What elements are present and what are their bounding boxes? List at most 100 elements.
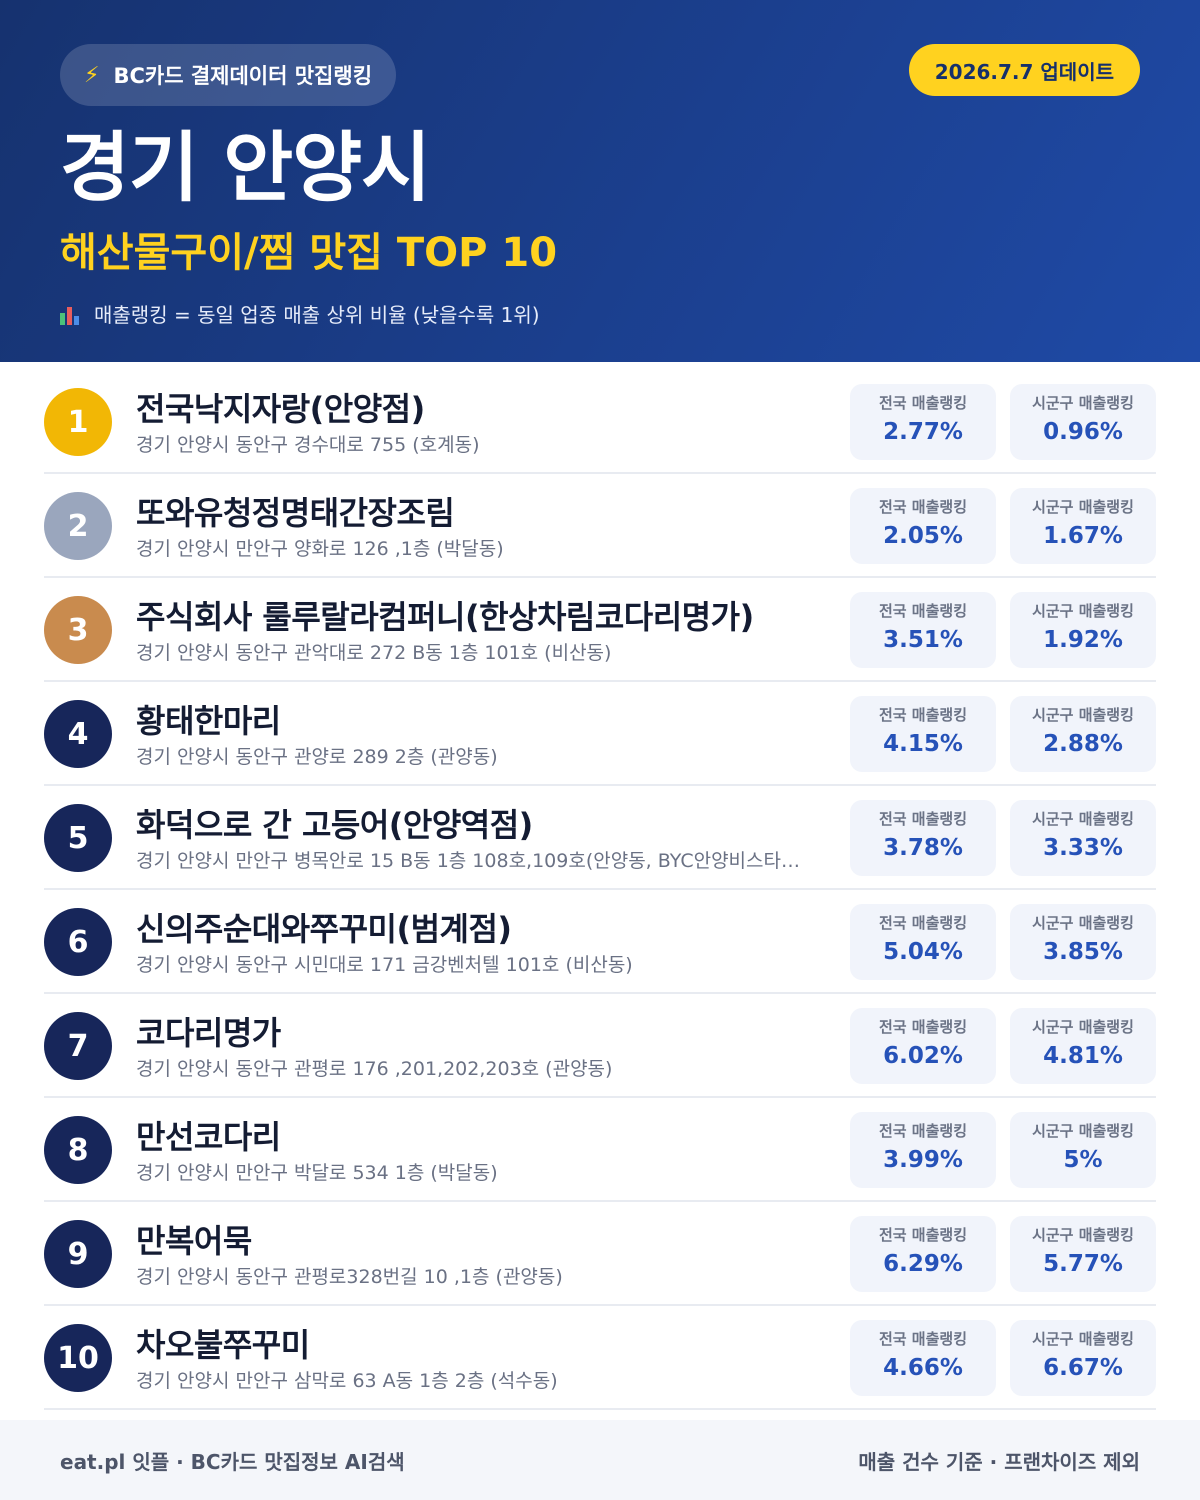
national-ranking-box: 전국 매출랭킹 6.29%: [850, 1216, 996, 1292]
rank-badge: 9: [44, 1220, 112, 1288]
restaurant-address: 경기 안양시 동안구 경수대로 755 (호계동): [136, 434, 480, 456]
national-ranking-label: 전국 매출랭킹: [878, 1226, 968, 1244]
footer-criteria: 매출 건수 기준 · 프랜차이즈 제외: [858, 1449, 1140, 1474]
footer-brand: eat.pl 잇플 · BC카드 맛집정보 AI검색: [60, 1449, 405, 1474]
national-ranking-label: 전국 매출랭킹: [878, 602, 968, 620]
national-ranking-box: 전국 매출랭킹 4.66%: [850, 1320, 996, 1396]
restaurant-name: 신의주순대와쭈꾸미(범계점): [136, 910, 512, 948]
page-subtitle: 해산물구이/찜 맛집 TOP 10: [60, 230, 558, 276]
national-ranking-value: 4.66%: [883, 1355, 963, 1381]
list-item[interactable]: 4 황태한마리 경기 안양시 동안구 관양로 289 2층 (관양동) 전국 매…: [44, 682, 1156, 786]
local-ranking-box: 시군구 매출랭킹 0.96%: [1010, 384, 1156, 460]
restaurant-name: 화덕으로 간 고등어(안양역점): [136, 806, 533, 844]
page-title: 경기 안양시: [60, 123, 431, 212]
ranking-note: 매출랭킹 = 동일 업종 매출 상위 비율 (낮을수록 1위): [60, 300, 1140, 330]
rank-badge: 2: [44, 492, 112, 560]
list-item[interactable]: 1 전국낙지자랑(안양점) 경기 안양시 동안구 경수대로 755 (호계동) …: [44, 370, 1156, 474]
national-ranking-box: 전국 매출랭킹 3.99%: [850, 1112, 996, 1188]
local-ranking-value: 0.96%: [1043, 419, 1123, 445]
bar-chart-icon: [60, 305, 82, 325]
local-ranking-label: 시군구 매출랭킹: [1032, 706, 1134, 724]
national-ranking-box: 전국 매출랭킹 2.77%: [850, 384, 996, 460]
restaurant-address: 경기 안양시 동안구 관평로 176 ,201,202,203호 (관양동): [136, 1058, 613, 1080]
lightning-icon: ⚡: [84, 62, 100, 88]
local-ranking-box: 시군구 매출랭킹 5%: [1010, 1112, 1156, 1188]
restaurant-name: 코다리명가: [136, 1014, 281, 1052]
national-ranking-box: 전국 매출랭킹 6.02%: [850, 1008, 996, 1084]
header-banner: ⚡ BC카드 결제데이터 맛집랭킹 2026.7.7 업데이트 경기 안양시 해…: [0, 0, 1200, 362]
rank-badge: 4: [44, 700, 112, 768]
restaurant-address: 경기 안양시 동안구 관평로328번길 10 ,1층 (관양동): [136, 1266, 563, 1288]
source-chip-label: BC카드 결제데이터 맛집랭킹: [113, 64, 373, 88]
restaurant-address: 경기 안양시 만안구 박달로 534 1층 (박달동): [136, 1162, 498, 1184]
local-ranking-box: 시군구 매출랭킹 3.85%: [1010, 904, 1156, 980]
list-item[interactable]: 8 만선코다리 경기 안양시 만안구 박달로 534 1층 (박달동) 전국 매…: [44, 1098, 1156, 1202]
restaurant-name: 전국낙지자랑(안양점): [136, 390, 425, 428]
local-ranking-box: 시군구 매출랭킹 3.33%: [1010, 800, 1156, 876]
local-ranking-value: 6.67%: [1043, 1355, 1123, 1381]
list-item[interactable]: 6 신의주순대와쭈꾸미(범계점) 경기 안양시 동안구 시민대로 171 금강벤…: [44, 890, 1156, 994]
restaurant-name: 만선코다리: [136, 1118, 281, 1156]
restaurant-name: 차오불쭈꾸미: [136, 1326, 310, 1364]
restaurant-name: 또와유청정명태간장조림: [136, 494, 455, 532]
local-ranking-label: 시군구 매출랭킹: [1032, 914, 1134, 932]
national-ranking-value: 3.99%: [883, 1147, 963, 1173]
list-item[interactable]: 10 차오불쭈꾸미 경기 안양시 만안구 삼막로 63 A동 1층 2층 (석수…: [44, 1306, 1156, 1410]
list-item[interactable]: 3 주식회사 룰루랄라컴퍼니(한상차림코다리명가) 경기 안양시 동안구 관악대…: [44, 578, 1156, 682]
local-ranking-box: 시군구 매출랭킹 6.67%: [1010, 1320, 1156, 1396]
restaurant-name: 주식회사 룰루랄라컴퍼니(한상차림코다리명가): [136, 598, 754, 636]
local-ranking-label: 시군구 매출랭킹: [1032, 1226, 1134, 1244]
local-ranking-label: 시군구 매출랭킹: [1032, 602, 1134, 620]
national-ranking-label: 전국 매출랭킹: [878, 1018, 968, 1036]
national-ranking-box: 전국 매출랭킹 3.51%: [850, 592, 996, 668]
local-ranking-label: 시군구 매출랭킹: [1032, 1330, 1134, 1348]
rank-badge: 6: [44, 908, 112, 976]
national-ranking-label: 전국 매출랭킹: [878, 914, 968, 932]
national-ranking-value: 3.51%: [883, 627, 963, 653]
local-ranking-value: 1.67%: [1043, 523, 1123, 549]
list-item[interactable]: 9 만복어묵 경기 안양시 동안구 관평로328번길 10 ,1층 (관양동) …: [44, 1202, 1156, 1306]
ranking-note-text: 매출랭킹 = 동일 업종 매출 상위 비율 (낮을수록 1위): [94, 303, 540, 327]
list-item[interactable]: 5 화덕으로 간 고등어(안양역점) 경기 안양시 만안구 병목안로 15 B동…: [44, 786, 1156, 890]
local-ranking-value: 4.81%: [1043, 1043, 1123, 1069]
local-ranking-value: 1.92%: [1043, 627, 1123, 653]
national-ranking-box: 전국 매출랭킹 3.78%: [850, 800, 996, 876]
rank-badge: 7: [44, 1012, 112, 1080]
national-ranking-value: 5.04%: [883, 939, 963, 965]
restaurant-name: 만복어묵: [136, 1222, 252, 1260]
local-ranking-value: 3.33%: [1043, 835, 1123, 861]
local-ranking-label: 시군구 매출랭킹: [1032, 1018, 1134, 1036]
local-ranking-box: 시군구 매출랭킹 1.92%: [1010, 592, 1156, 668]
list-item[interactable]: 7 코다리명가 경기 안양시 동안구 관평로 176 ,201,202,203호…: [44, 994, 1156, 1098]
rank-badge: 8: [44, 1116, 112, 1184]
national-ranking-label: 전국 매출랭킹: [878, 394, 968, 412]
national-ranking-value: 4.15%: [883, 731, 963, 757]
footer: eat.pl 잇플 · BC카드 맛집정보 AI검색 매출 건수 기준 · 프랜…: [0, 1420, 1200, 1500]
restaurant-address: 경기 안양시 만안구 삼막로 63 A동 1층 2층 (석수동): [136, 1370, 558, 1392]
local-ranking-box: 시군구 매출랭킹 2.88%: [1010, 696, 1156, 772]
local-ranking-value: 5.77%: [1043, 1251, 1123, 1277]
local-ranking-label: 시군구 매출랭킹: [1032, 394, 1134, 412]
local-ranking-box: 시군구 매출랭킹 1.67%: [1010, 488, 1156, 564]
restaurant-address: 경기 안양시 만안구 양화로 126 ,1층 (박달동): [136, 538, 504, 560]
national-ranking-value: 6.02%: [883, 1043, 963, 1069]
rank-badge: 10: [44, 1324, 112, 1392]
local-ranking-box: 시군구 매출랭킹 4.81%: [1010, 1008, 1156, 1084]
national-ranking-box: 전국 매출랭킹 5.04%: [850, 904, 996, 980]
update-badge: 2026.7.7 업데이트: [908, 44, 1140, 96]
restaurant-name: 황태한마리: [136, 702, 281, 740]
national-ranking-label: 전국 매출랭킹: [878, 1122, 968, 1140]
national-ranking-box: 전국 매출랭킹 2.05%: [850, 488, 996, 564]
restaurant-address: 경기 안양시 동안구 시민대로 171 금강벤처텔 101호 (비산동): [136, 954, 633, 976]
national-ranking-label: 전국 매출랭킹: [878, 706, 968, 724]
local-ranking-label: 시군구 매출랭킹: [1032, 810, 1134, 828]
rank-badge: 1: [44, 388, 112, 456]
local-ranking-box: 시군구 매출랭킹 5.77%: [1010, 1216, 1156, 1292]
local-ranking-value: 3.85%: [1043, 939, 1123, 965]
list-item[interactable]: 2 또와유청정명태간장조림 경기 안양시 만안구 양화로 126 ,1층 (박달…: [44, 474, 1156, 578]
national-ranking-label: 전국 매출랭킹: [878, 1330, 968, 1348]
national-ranking-value: 6.29%: [883, 1251, 963, 1277]
rank-badge: 5: [44, 804, 112, 872]
national-ranking-label: 전국 매출랭킹: [878, 498, 968, 516]
